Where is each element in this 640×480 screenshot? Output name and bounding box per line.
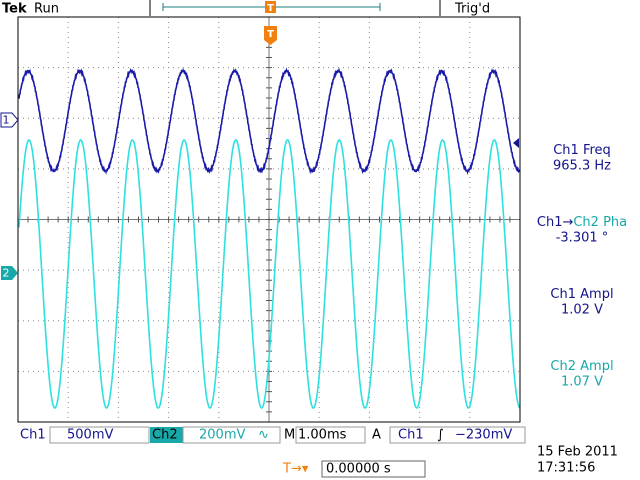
label-part: Ch1 Freq — [553, 143, 611, 158]
time: 17:31:56 — [537, 461, 595, 476]
time-box — [295, 426, 366, 444]
trigger-status: Trig'd — [454, 2, 490, 17]
measurement-label: Ch1→Ch2 Pha — [537, 215, 627, 230]
ch1-label: Ch1 — [20, 428, 46, 443]
ch2-scale: 200mV — [199, 428, 245, 443]
graticule-border — [17, 16, 521, 423]
measurement-value: -3.301 ° — [556, 231, 609, 246]
trigger-point-marker — [264, 26, 277, 45]
measurement-value: 1.02 V — [561, 303, 603, 318]
offset-marker: T→▾ — [282, 462, 309, 477]
label-part: Ch1→ — [537, 215, 574, 230]
measurement-value: 1.07 V — [561, 375, 603, 390]
trigger-mode: A — [372, 428, 381, 443]
ch1-box — [49, 426, 150, 444]
ch1-scale: 500mV — [67, 428, 113, 443]
ch1-marker — [0, 112, 19, 128]
ch2-box — [182, 426, 281, 444]
trigger-box — [389, 426, 526, 444]
trigger-point-label: T — [267, 29, 274, 40]
ch2-label-box — [150, 427, 183, 443]
brand: Tek — [2, 2, 27, 17]
offset-box — [321, 460, 426, 478]
ch2-waveform — [18, 139, 521, 409]
measurement-label: Ch1 Ampl — [550, 287, 613, 302]
trigger-source: Ch1 — [398, 428, 424, 443]
time-mode: M — [284, 428, 295, 443]
ch1-marker-label: 1 — [3, 114, 10, 127]
trigger-position-label: T — [267, 3, 274, 14]
ch2-label: Ch2 — [152, 428, 178, 443]
measurement-label: Ch2 Ampl — [550, 359, 613, 374]
label-part: Ch2 Ampl — [550, 359, 613, 374]
trigger-position-marker — [265, 1, 276, 13]
graticule — [17, 16, 520, 423]
run-status: Run — [34, 2, 59, 17]
ch2-marker — [1, 266, 18, 280]
label-part: Ch1 Ampl — [550, 287, 613, 302]
waveforms — [18, 67, 521, 409]
horizontal-offset: 0.00000 s — [326, 462, 391, 477]
trigger-slope: ∫ — [437, 428, 444, 443]
ch1-waveform — [18, 67, 521, 176]
measurement-label: Ch1 Freq — [553, 143, 611, 158]
ch2-coupling: ∿ — [258, 428, 269, 443]
time-scale: 1.00ms — [298, 428, 347, 443]
trigger-level: −230mV — [455, 428, 512, 443]
date: 15 Feb 2011 — [537, 445, 618, 460]
trigger-level-marker — [513, 138, 519, 148]
measurement-value: 965.3 Hz — [553, 159, 611, 174]
ch2-marker-label: 2 — [3, 267, 10, 280]
label-part: Ch2 Pha — [573, 215, 627, 230]
